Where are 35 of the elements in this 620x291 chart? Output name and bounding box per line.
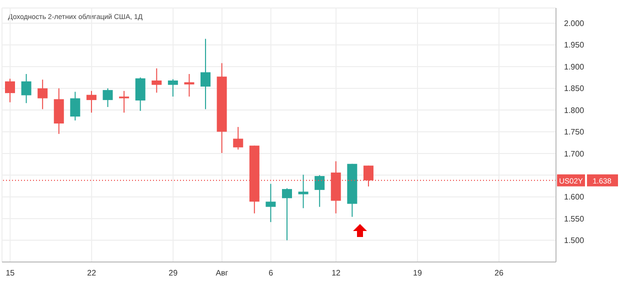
y-tick-label: 1.600 (564, 192, 585, 202)
y-tick-label: 1.500 (564, 236, 585, 246)
y-tick-label: 1.950 (564, 40, 585, 50)
candlestick (21, 73, 32, 104)
x-tick-label: 22 (87, 268, 97, 278)
candlestick (38, 79, 48, 110)
x-tick-label: 15 (6, 268, 16, 278)
y-tick-label: 1.750 (564, 128, 585, 137)
candlestick (5, 78, 15, 103)
x-tick-label: 12 (332, 268, 342, 278)
candlestick (200, 38, 211, 110)
candlestick (298, 174, 308, 209)
candlestick (314, 174, 325, 208)
candlestick (70, 91, 80, 121)
candlestick (184, 73, 194, 98)
candlestick (152, 68, 162, 94)
candlestick (102, 88, 113, 108)
x-tick-label: Авг (216, 268, 228, 278)
candlestick (282, 188, 292, 241)
candlestick (135, 76, 146, 112)
x-tick-label: 6 (268, 268, 274, 278)
candlestick (86, 90, 96, 114)
y-tick-label: 2.000 (564, 19, 585, 28)
y-tick-label: 1.700 (564, 149, 585, 158)
y-tick-label: 1.900 (564, 62, 585, 72)
candlestick (266, 183, 276, 223)
candlestick (168, 78, 178, 98)
x-tick-label: 29 (168, 268, 178, 278)
y-tick-label: 1.800 (564, 106, 585, 115)
x-tick-label: 19 (413, 268, 422, 278)
y-tick-label: 1.850 (564, 84, 585, 94)
y-tick-label: 1.550 (564, 214, 585, 224)
x-tick-label: 26 (494, 268, 504, 278)
candlestick (233, 126, 244, 150)
candlestick (119, 90, 130, 114)
